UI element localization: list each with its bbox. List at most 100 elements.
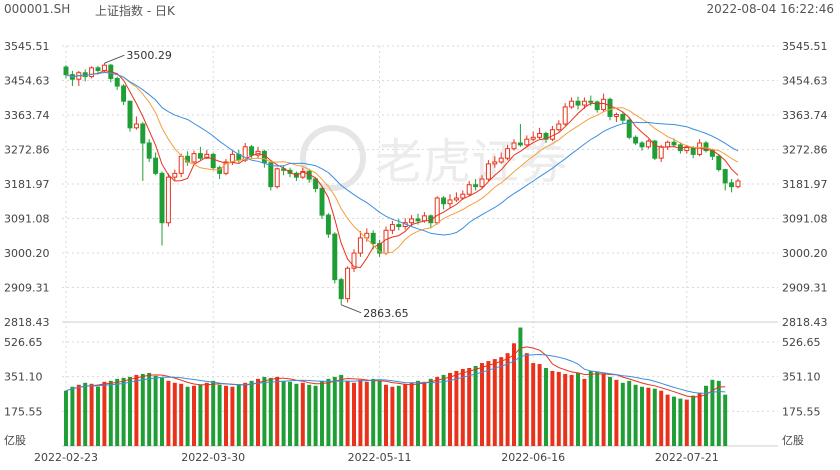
volume-bar bbox=[422, 381, 427, 446]
volume-bars bbox=[64, 327, 728, 446]
ma10-line bbox=[65, 71, 739, 254]
volume-bar bbox=[588, 370, 593, 446]
volume-bar bbox=[275, 376, 280, 446]
volume-bar bbox=[428, 378, 433, 446]
candle-body bbox=[300, 170, 306, 178]
candle-body bbox=[249, 146, 255, 156]
volume-bar bbox=[115, 378, 120, 446]
ma20-line bbox=[65, 71, 739, 236]
volume-bar bbox=[172, 382, 177, 446]
candle-body bbox=[485, 163, 491, 180]
candle-body bbox=[556, 123, 562, 131]
volume-bar bbox=[192, 385, 196, 446]
candle-body bbox=[505, 148, 511, 159]
candle-body bbox=[210, 153, 216, 169]
volume-bar bbox=[486, 361, 491, 446]
volume-bar bbox=[204, 382, 209, 446]
volume-bar bbox=[211, 380, 216, 446]
volume-bar bbox=[185, 386, 190, 446]
candle-body bbox=[703, 142, 709, 152]
symbol-label: 000001.SH bbox=[4, 2, 71, 16]
candle-body bbox=[511, 142, 517, 150]
candle-body bbox=[434, 197, 440, 224]
volume-bar bbox=[307, 384, 312, 446]
volume-bar bbox=[601, 373, 606, 446]
candle-body bbox=[204, 153, 210, 159]
volume-bar bbox=[582, 378, 587, 446]
candle-body bbox=[159, 172, 165, 224]
candle-body bbox=[639, 142, 645, 148]
volume-tick-left: 351.10 bbox=[4, 371, 43, 384]
candle-body bbox=[607, 98, 613, 117]
candle-body bbox=[626, 119, 632, 138]
volume-bar bbox=[614, 379, 619, 446]
volume-bar bbox=[556, 371, 561, 446]
candle-body bbox=[82, 72, 88, 78]
candle-body bbox=[492, 161, 498, 165]
candle-body bbox=[153, 157, 159, 174]
volume-bar bbox=[627, 380, 632, 446]
volume-bar bbox=[608, 376, 612, 446]
volume-bar bbox=[704, 385, 708, 446]
candle-body bbox=[415, 218, 421, 222]
candle-body bbox=[101, 64, 107, 71]
volume-bar bbox=[524, 353, 529, 446]
volume-bar bbox=[384, 384, 388, 446]
candle-body bbox=[562, 106, 568, 125]
candle-body bbox=[274, 168, 280, 188]
candle-body bbox=[498, 157, 504, 163]
candle-body bbox=[242, 146, 248, 161]
volume-bar bbox=[262, 376, 267, 446]
volume-bar bbox=[268, 377, 273, 446]
price-tick-right: 3545.51 bbox=[782, 40, 828, 53]
price-tick-left: 3091.08 bbox=[4, 213, 50, 226]
volume-bar bbox=[537, 364, 542, 446]
volume-bar bbox=[518, 327, 523, 446]
volume-bar bbox=[576, 372, 580, 446]
candle-body bbox=[652, 140, 658, 159]
candle-body bbox=[537, 133, 543, 138]
axes: 3545.51 3545.51 3454.63 3454.63 3363.74 3363.… bbox=[4, 40, 828, 464]
volume-bar bbox=[230, 386, 235, 446]
watermark: 老虎证券 bbox=[300, 125, 567, 191]
candle-body bbox=[473, 184, 479, 188]
volume-bar bbox=[377, 380, 382, 446]
volume-bar bbox=[236, 384, 241, 446]
volume-bar bbox=[358, 379, 363, 446]
volume-bar bbox=[108, 380, 113, 446]
volume-bar bbox=[96, 386, 100, 446]
volume-unit-right: 亿股 bbox=[782, 434, 804, 447]
candle-body bbox=[575, 100, 581, 106]
volume-bar bbox=[620, 382, 625, 446]
volume-bar bbox=[550, 370, 555, 446]
candle-body bbox=[63, 66, 69, 76]
volume-ma10-line bbox=[65, 353, 726, 394]
volume-bar bbox=[140, 373, 145, 446]
candle-body bbox=[658, 146, 664, 159]
candle-body bbox=[569, 100, 575, 108]
candle-body bbox=[396, 224, 402, 228]
volume-bar bbox=[460, 368, 465, 446]
volume-bar bbox=[640, 386, 644, 446]
moving-averages bbox=[65, 70, 739, 269]
volume-bar bbox=[313, 385, 318, 446]
volume-tick-right: 526.65 bbox=[782, 336, 821, 349]
volume-bar bbox=[339, 374, 344, 446]
volume-bar bbox=[198, 384, 203, 446]
volume-bar bbox=[300, 382, 305, 446]
date-tick: 2022-03-30 bbox=[181, 451, 245, 464]
volume-bar bbox=[480, 363, 484, 446]
volume-bar bbox=[569, 374, 574, 446]
candle-body bbox=[319, 188, 325, 216]
candle-body bbox=[146, 142, 152, 159]
price-tick-left: 2818.43 bbox=[4, 316, 50, 329]
volume-bar bbox=[435, 376, 440, 446]
volume-bar bbox=[294, 383, 299, 446]
candle-body bbox=[453, 197, 459, 201]
candle-body bbox=[722, 169, 728, 184]
candle-body bbox=[421, 215, 427, 222]
candle-body bbox=[729, 182, 735, 188]
candle-body bbox=[268, 162, 274, 188]
price-tick-right: 3000.20 bbox=[782, 247, 828, 260]
